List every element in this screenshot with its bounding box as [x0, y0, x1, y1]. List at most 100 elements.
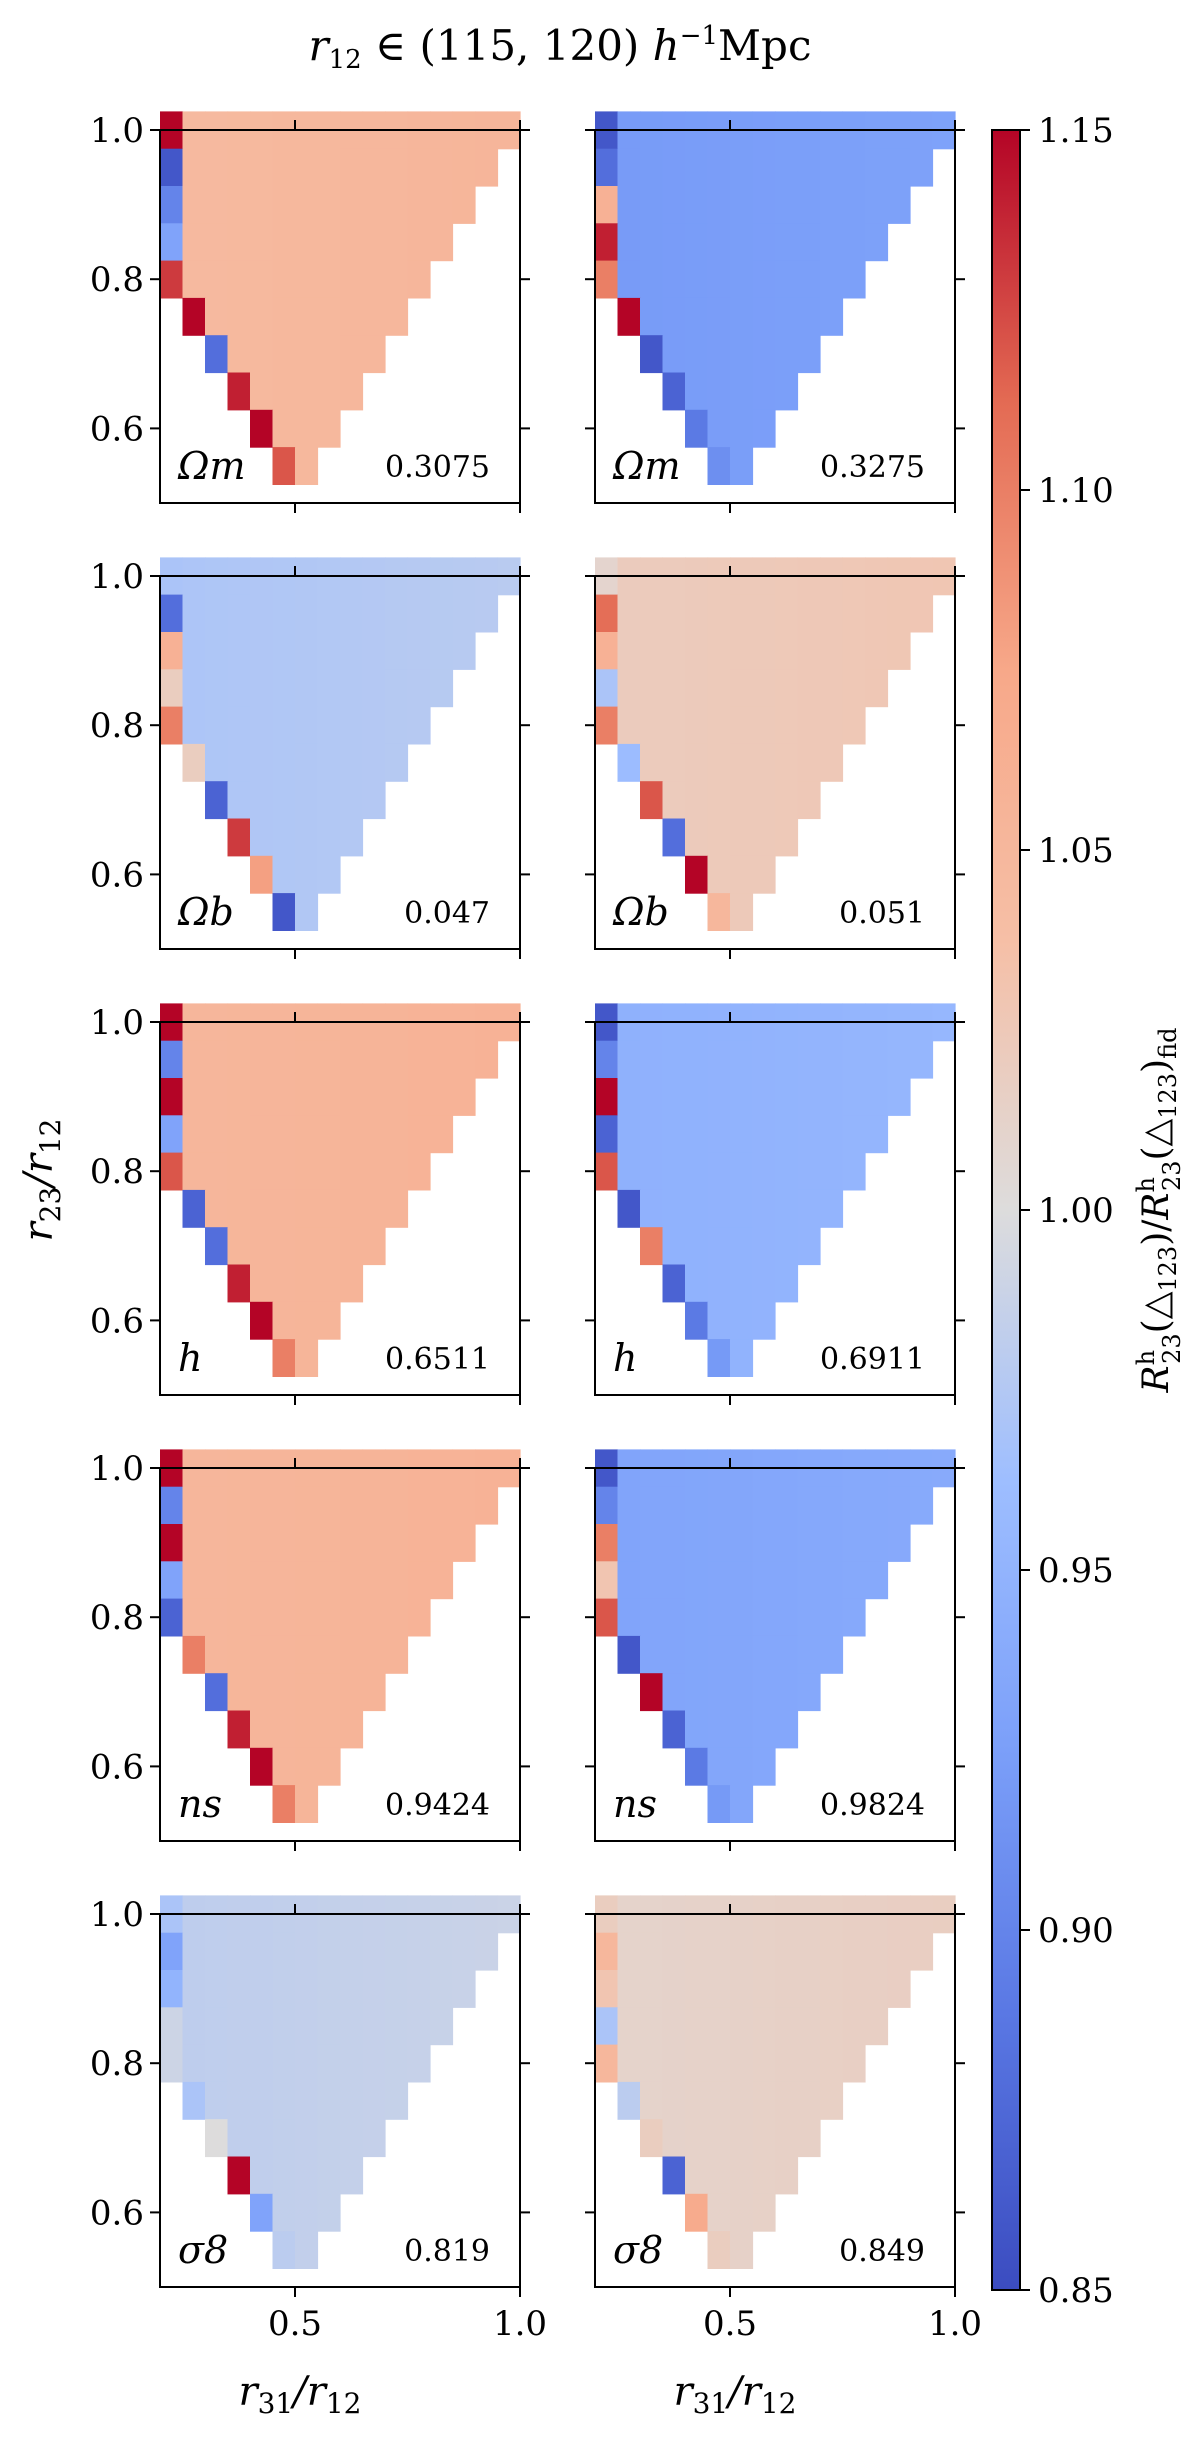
heatmap-cell — [317, 335, 341, 374]
heatmap-cell — [662, 1189, 686, 1228]
heatmap-cell — [865, 186, 889, 224]
heatmap-cell — [182, 706, 206, 745]
heatmap-cell — [775, 1970, 799, 2008]
heatmap-cell — [362, 706, 386, 745]
heatmap-cell — [385, 706, 409, 745]
heatmap-cell — [407, 1078, 431, 1116]
x-axis-label-left: r31/r12 — [238, 2369, 361, 2420]
heatmap-cell — [182, 669, 206, 708]
heatmap-cell — [775, 2044, 799, 2083]
heatmap-cell — [317, 1115, 341, 1154]
panel-frame — [159, 575, 521, 950]
heatmap-cell — [595, 632, 619, 670]
heatmap-cell — [475, 594, 499, 633]
heatmap-cell — [362, 2081, 386, 2120]
heatmap-cell — [182, 148, 206, 187]
y-tick-label: 0.8 — [90, 1152, 144, 1192]
heatmap-cell — [250, 1598, 274, 1637]
heatmap-cell — [250, 1747, 274, 1786]
heatmap-cell — [752, 1115, 776, 1154]
heatmap-cell — [707, 1673, 731, 1712]
heatmap-cell — [752, 409, 776, 448]
y-tick-label: 1.0 — [90, 111, 144, 151]
heatmap-cell — [640, 2081, 664, 2120]
heatmap-cell — [182, 260, 206, 299]
heatmap-cell — [295, 1747, 319, 1786]
heatmap-cell — [182, 1486, 206, 1525]
heatmap-cell — [820, 669, 844, 708]
heatmap-cell — [340, 1598, 364, 1637]
heatmap-cell — [407, 706, 431, 745]
heatmap-cell — [295, 893, 319, 931]
param-value: 0.047 — [404, 896, 490, 931]
heatmap-cell — [595, 1524, 619, 1562]
heatmap-cell — [407, 669, 431, 708]
heatmap-cell — [317, 1635, 341, 1674]
heatmap-cell — [595, 1152, 619, 1191]
heatmap-cell — [407, 1561, 431, 1600]
heatmap-cell — [250, 1189, 274, 1228]
panel-frame — [594, 1021, 956, 1396]
heatmap-cell — [685, 1040, 709, 1079]
heatmap-cell — [227, 1227, 251, 1266]
heatmap-cell — [730, 1747, 754, 1786]
heatmap-cell — [617, 260, 641, 299]
heatmap-cell — [362, 1524, 386, 1562]
heatmap-cell — [430, 223, 454, 262]
heatmap-cell — [662, 2081, 686, 2120]
heatmap-cell — [407, 2044, 431, 2083]
heatmap-cell — [272, 1227, 296, 1266]
heatmap-cell — [617, 669, 641, 708]
heatmap-cell — [662, 1152, 686, 1191]
heatmap-cell — [685, 1598, 709, 1637]
heatmap-cell — [640, 1932, 664, 1971]
heatmap-cell — [617, 706, 641, 745]
heatmap-cell — [362, 1635, 386, 1674]
heatmap-cell — [707, 372, 731, 411]
heatmap-cell — [775, 818, 799, 857]
heatmap-cell — [887, 594, 911, 633]
heatmap-cell — [730, 335, 754, 374]
heatmap-cell — [250, 1635, 274, 1674]
y-tick-label: 0.8 — [90, 1598, 144, 1638]
heatmap-cell — [205, 1227, 229, 1266]
heatmap-cell — [295, 2081, 319, 2120]
heatmap-cell — [272, 148, 296, 187]
heatmap-cell — [730, 1561, 754, 1600]
heatmap-cell — [385, 1598, 409, 1637]
heatmap-cell — [797, 1152, 821, 1191]
colorbar — [991, 129, 1021, 2291]
param-value: 0.3075 — [385, 450, 490, 485]
heatmap-cell — [160, 594, 184, 633]
heatmap-cell — [317, 2193, 341, 2232]
heatmap-cell — [340, 1227, 364, 1266]
heatmap-cell — [752, 594, 776, 633]
heatmap-cell — [250, 1301, 274, 1340]
heatmap-cell — [452, 1524, 476, 1562]
heatmap-cell — [272, 1264, 296, 1303]
heatmap-cell — [385, 2007, 409, 2046]
y-tick-label: 1.0 — [90, 1003, 144, 1043]
heatmap-cell — [707, 148, 731, 187]
heatmap-cell — [752, 1635, 776, 1674]
heatmap-cell — [752, 335, 776, 374]
heatmap-cell — [250, 594, 274, 633]
heatmap-cell — [272, 2231, 296, 2269]
heatmap-cell — [842, 594, 866, 633]
heatmap-cell — [910, 1040, 934, 1079]
heatmap-cell — [295, 632, 319, 670]
heatmap-cell — [250, 1486, 274, 1525]
param-value: 0.3275 — [820, 450, 925, 485]
heatmap-cell — [617, 2007, 641, 2046]
heatmap-cell — [407, 1486, 431, 1525]
panel-frame — [594, 129, 956, 504]
heatmap-cell — [205, 1673, 229, 1712]
param-value: 0.051 — [839, 896, 925, 931]
heatmap-cell — [250, 372, 274, 411]
heatmap-cell — [730, 1710, 754, 1749]
heatmap-cell — [797, 223, 821, 262]
panel-6: h 0.6911 — [585, 1003, 965, 1405]
heatmap-cell — [205, 2007, 229, 2046]
heatmap-cell — [842, 1932, 866, 1971]
heatmap-cell — [707, 260, 731, 299]
